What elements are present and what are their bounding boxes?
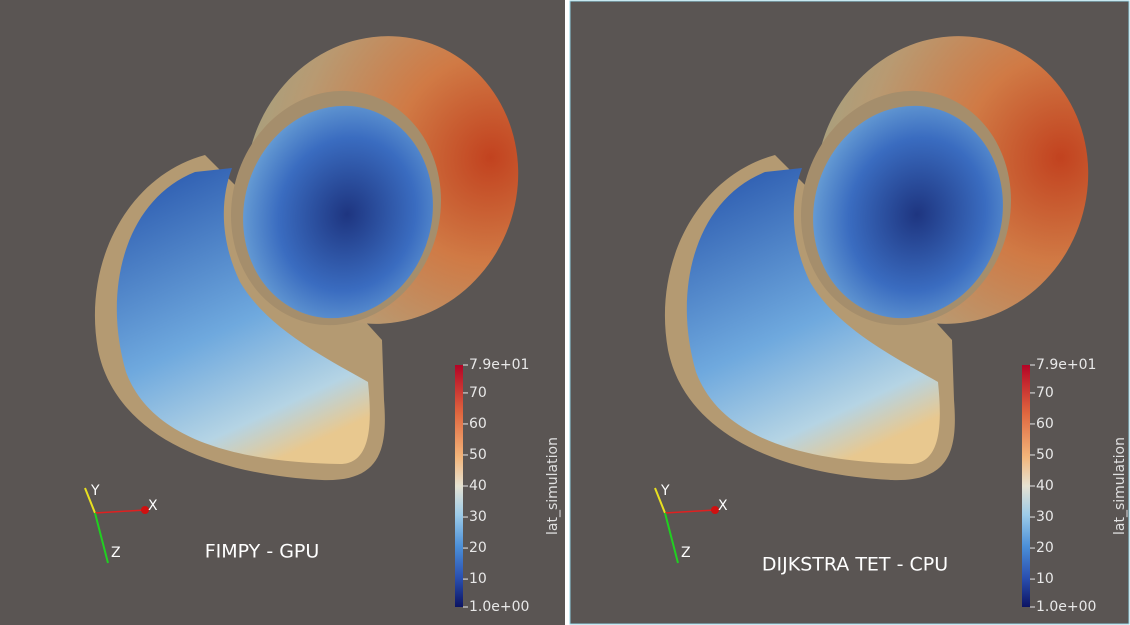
- colorbar-tick-label: 7.9e+01: [469, 357, 529, 373]
- colorbar-tick-label: 40: [1036, 478, 1054, 494]
- colorbar-tick-label: 50: [1036, 447, 1054, 463]
- colorbar-tick-label: 50: [469, 447, 487, 463]
- colorbar-tick-label: 7.9e+01: [1036, 357, 1096, 373]
- colorbar-tick-label: 30: [469, 509, 487, 525]
- colorbar-tick-label: 10: [1036, 571, 1054, 587]
- colorbar-tick-label: 70: [469, 385, 487, 401]
- colorbar-tick-label: 30: [1036, 509, 1054, 525]
- colorbar-tick-label: 60: [1036, 416, 1054, 432]
- colorbar-tick-label: 20: [1036, 540, 1054, 556]
- view-label: FIMPY - GPU: [205, 541, 320, 563]
- colorbar-title: lat_simulation: [545, 437, 561, 535]
- page: 7.9e+01 70 60 50 40 30 20 10 1.0e+00 lat_simulati…: [0, 0, 1130, 625]
- colorbar-tick-label: 70: [1036, 385, 1054, 401]
- colorbar-tick-label: 40: [469, 478, 487, 494]
- colorbar-tick-label: 20: [469, 540, 487, 556]
- colorbar: [455, 365, 463, 607]
- colorbar-tick-label: 1.0e+00: [469, 599, 529, 615]
- axis-label: Z: [111, 545, 121, 561]
- colorbar-tick-label: 1.0e+00: [1036, 599, 1096, 615]
- axis-label: Y: [90, 483, 100, 499]
- colorbar-tick-label: 10: [469, 571, 487, 587]
- view-label: DIJKSTRA TET - CPU: [762, 554, 948, 576]
- colorbar: [1022, 365, 1030, 607]
- viewer: 7.9e+01 70 60 50 40 30 20 10 1.0e+00 lat_simulati…: [0, 0, 1130, 625]
- colorbar-tick-label: 60: [469, 416, 487, 432]
- axis-label: X: [718, 498, 728, 514]
- colorbar-title: lat_simulation: [1112, 437, 1128, 535]
- axis-label: X: [148, 498, 158, 514]
- axis-label: Y: [660, 483, 670, 499]
- axis-label: Z: [681, 545, 691, 561]
